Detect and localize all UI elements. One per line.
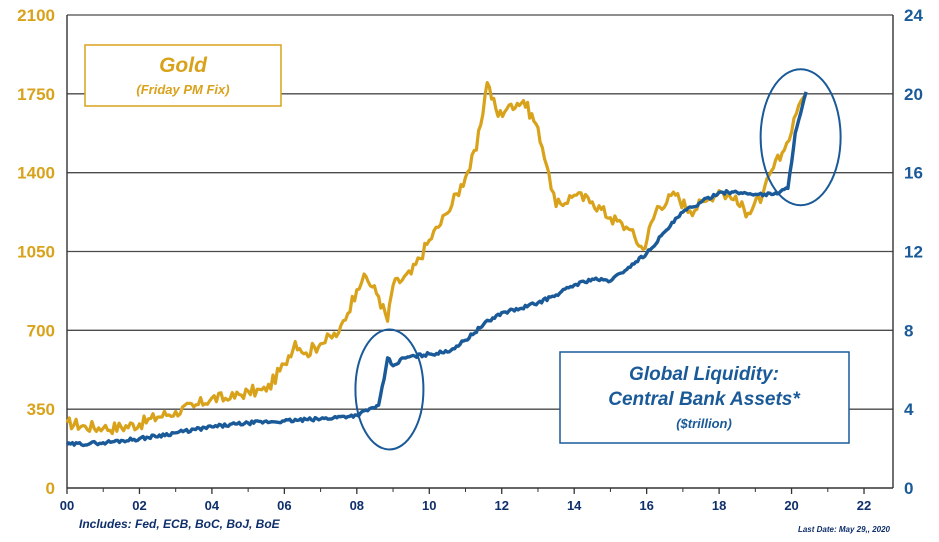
- right-axis-ticks: 0 4 8 12 16 20 24: [904, 6, 923, 498]
- x-tick-label: 22: [857, 498, 871, 513]
- gold-legend-box: Gold (Friday PM Fix): [84, 44, 282, 107]
- gold-legend-title: Gold: [159, 54, 208, 77]
- x-tick-label: 18: [712, 498, 726, 513]
- right-tick-label: 12: [904, 243, 923, 262]
- left-tick-label: 350: [27, 400, 55, 419]
- x-tick-label: 00: [60, 498, 74, 513]
- gold-legend-subtitle: (Friday PM Fix): [136, 82, 229, 97]
- x-tick-label: 02: [132, 498, 146, 513]
- gold-series-line: [65, 80, 807, 436]
- x-tick-label: 16: [639, 498, 653, 513]
- x-tick-label: 04: [205, 498, 220, 513]
- last-date: Last Date: May 29,, 2020: [798, 525, 891, 534]
- left-tick-label: 0: [46, 479, 55, 498]
- x-tick-label: 10: [422, 498, 436, 513]
- left-tick-label: 2100: [17, 6, 55, 25]
- right-tick-label: 24: [904, 6, 923, 25]
- x-tick-label: 08: [350, 498, 364, 513]
- right-tick-label: 4: [904, 400, 914, 419]
- liquidity-legend-subtitle: ($trillion): [676, 416, 732, 431]
- left-tick-label: 1750: [17, 85, 55, 104]
- x-tick-label: 14: [567, 498, 582, 513]
- left-tick-label: 700: [27, 321, 55, 340]
- right-tick-label: 20: [904, 85, 923, 104]
- left-axis-ticks: 0 350 700 1050 1400 1750 2100: [17, 6, 55, 498]
- liquidity-legend-box: Global Liquidity: Central Bank Assets* (…: [559, 351, 850, 444]
- left-tick-label: 1400: [17, 164, 55, 183]
- liquidity-series-line: [65, 91, 808, 448]
- x-tick-label: 20: [784, 498, 798, 513]
- highlight-circle-2020: [759, 68, 842, 207]
- left-tick-label: 1050: [17, 243, 55, 262]
- liquidity-legend-title-line1: Global Liquidity:: [629, 364, 779, 385]
- right-tick-label: 16: [904, 164, 923, 183]
- footnote: Includes: Fed, ECB, BoC, BoJ, BoE: [79, 517, 281, 531]
- right-tick-label: 0: [904, 479, 913, 498]
- x-axis-ticks: 00 02 04 06 08 10 12 14 16 18 20 22: [60, 488, 871, 513]
- liquidity-legend-title-line2: Central Bank Assets*: [608, 389, 801, 410]
- x-tick-label: 12: [495, 498, 509, 513]
- x-tick-label: 06: [277, 498, 291, 513]
- highlight-circle-2008: [354, 328, 425, 451]
- right-tick-label: 8: [904, 321, 913, 340]
